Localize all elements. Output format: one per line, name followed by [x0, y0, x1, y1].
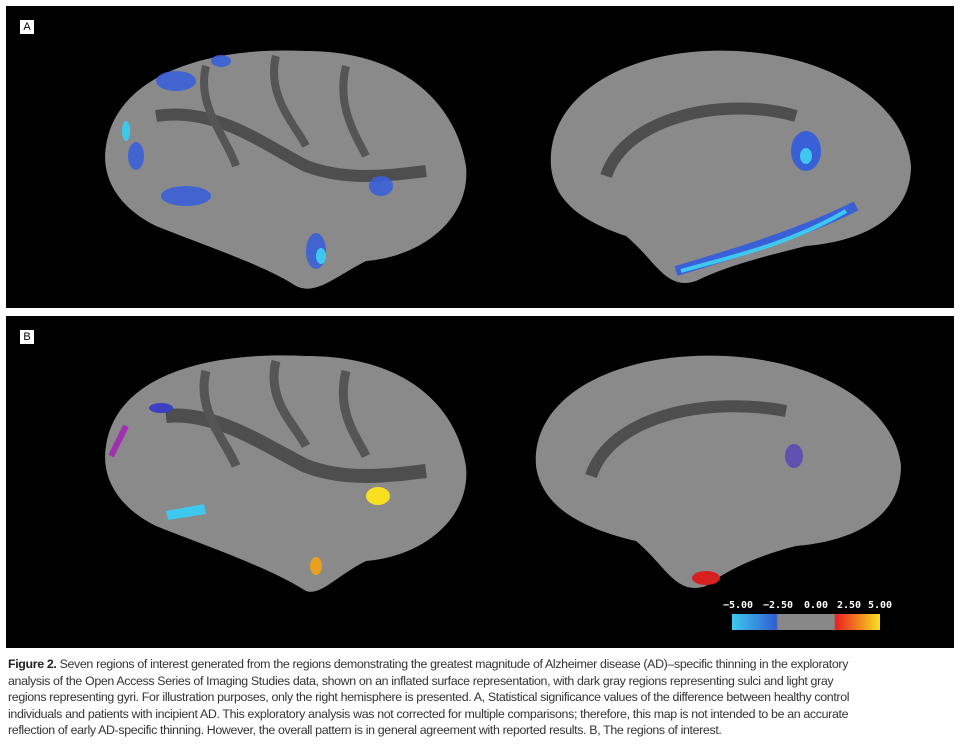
caption-line: Seven regions of interest generated from…	[59, 657, 849, 671]
roi-violet	[785, 444, 803, 468]
caption-line: analysis of the Open Access Series of Im…	[8, 673, 834, 688]
brain-surface-maps-a	[105, 50, 911, 289]
caption-line: reflection of early AD-specific thinning…	[8, 723, 722, 738]
colorbar	[732, 614, 880, 630]
medial-brain-b	[535, 355, 901, 588]
brain-surface-maps-b	[105, 355, 901, 592]
caption-line: individuals and patients with incipient …	[8, 706, 849, 721]
panel-divider	[6, 308, 954, 316]
colorbar-tick: 2.50	[836, 600, 862, 611]
roi-cyan	[166, 504, 206, 520]
roi-red	[692, 571, 720, 585]
panel-a: A	[6, 6, 954, 308]
roi-purple	[108, 424, 129, 458]
roi-blue	[149, 403, 173, 413]
lateral-brain-a	[105, 50, 467, 289]
colorbar-tick: 5.00	[867, 600, 893, 611]
panel-label: B	[20, 330, 34, 344]
roi-yellow	[366, 487, 390, 505]
panel-label: A	[20, 20, 34, 34]
medial-brain-a	[550, 50, 911, 283]
caption-label: Figure 2.	[8, 657, 57, 671]
colorbar-tick: −2.50	[762, 600, 794, 611]
panel-b: B	[6, 316, 954, 648]
figure-caption: Figure 2. Seven regions of interest gene…	[8, 656, 954, 739]
colorbar-tick: −5.00	[722, 600, 754, 611]
caption-line: regions representing gyri. For illustrat…	[8, 690, 850, 705]
lateral-brain-b	[105, 355, 467, 592]
roi-orange	[310, 557, 322, 575]
colorbar-tick: 0.00	[803, 600, 829, 611]
